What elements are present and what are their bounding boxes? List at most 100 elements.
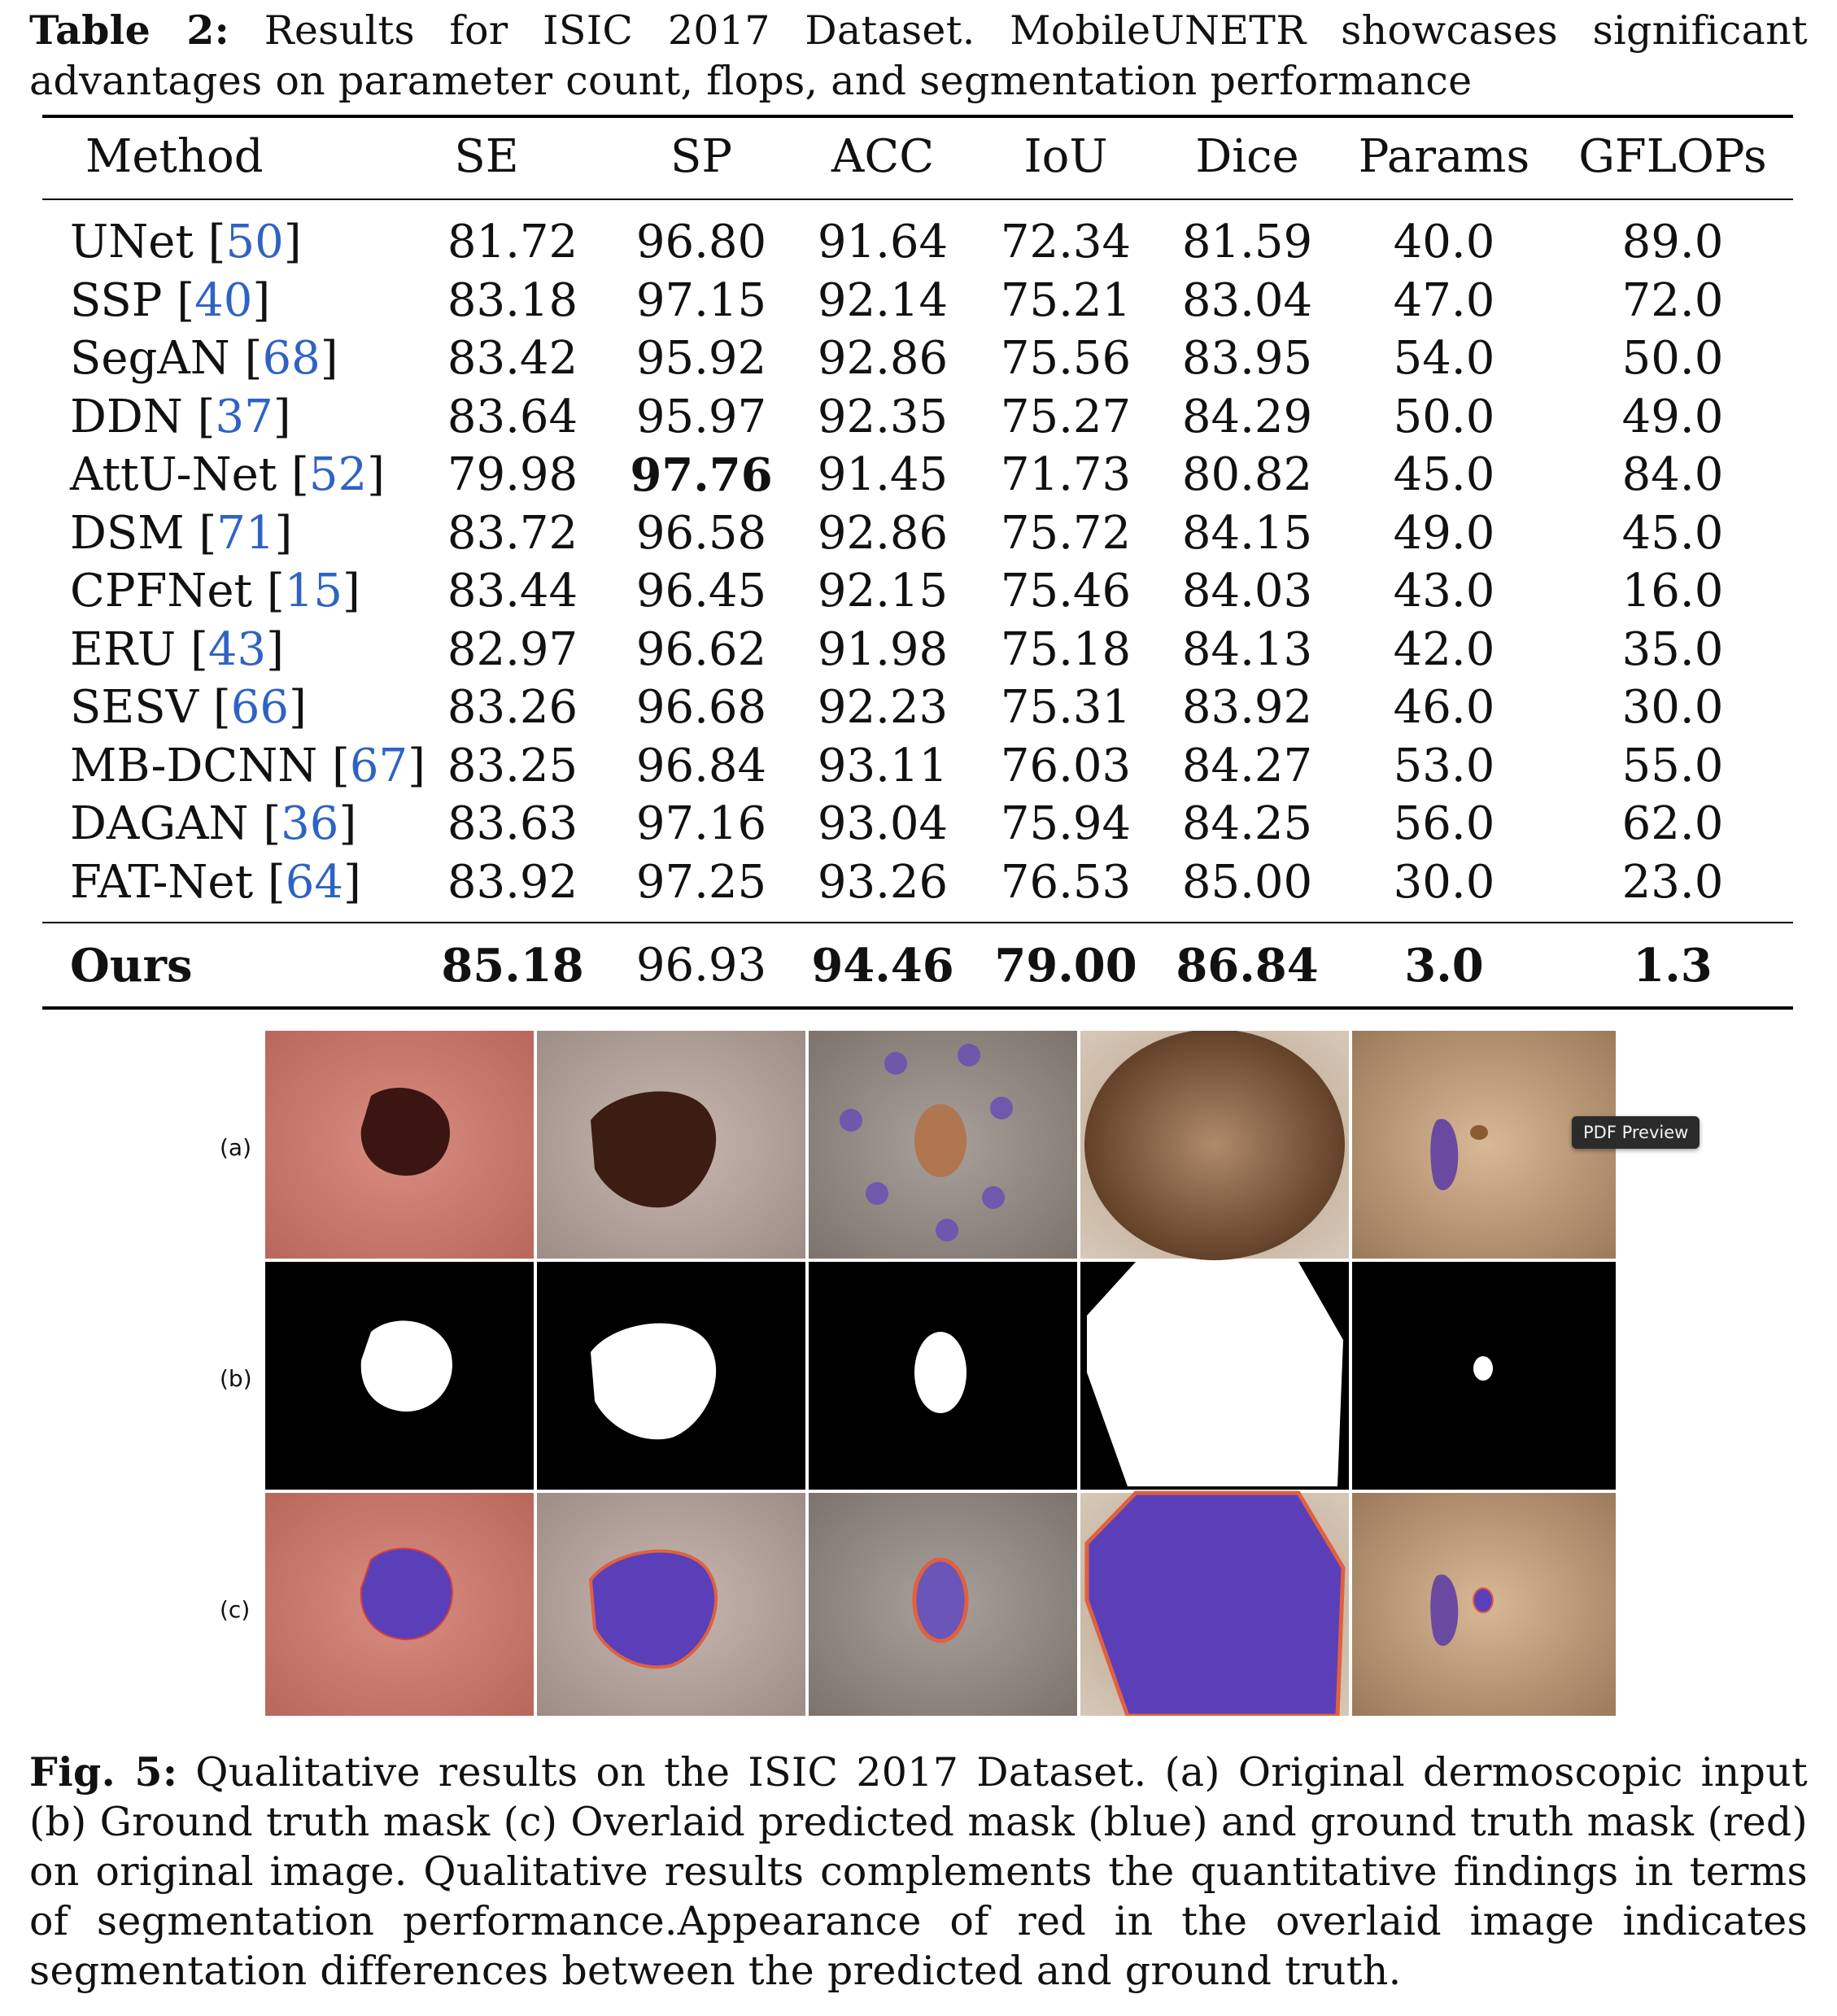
table-cell: 89.0 bbox=[1621, 216, 1724, 268]
table-cell: 91.45 bbox=[817, 448, 949, 501]
ours-cell: 94.46 bbox=[811, 939, 954, 993]
table-caption-text: Results for ISIC 2017 Dataset. MobileUNE… bbox=[29, 7, 1808, 104]
column-header-sp: SP bbox=[670, 130, 733, 183]
table-cell: 92.15 bbox=[817, 565, 949, 617]
table-cell: 83.25 bbox=[447, 739, 578, 792]
citation-link[interactable]: 68 bbox=[262, 332, 321, 385]
method-cell: MB-DCNN [67] bbox=[70, 739, 425, 792]
table-cell: 50.0 bbox=[1621, 332, 1724, 385]
figure-grid bbox=[265, 1029, 1621, 1718]
table-cell: 83.92 bbox=[1181, 681, 1313, 734]
pdf-preview-tooltip: PDF Preview bbox=[1572, 1116, 1700, 1149]
citation-link[interactable]: 66 bbox=[230, 681, 289, 734]
table-cell: 49.0 bbox=[1621, 390, 1724, 443]
table-cell: 83.64 bbox=[447, 390, 578, 443]
table-cell: 71.73 bbox=[1000, 448, 1132, 501]
table-cell: 93.26 bbox=[817, 855, 949, 909]
citation-link[interactable]: 37 bbox=[215, 390, 273, 443]
table-cell: 83.92 bbox=[447, 855, 578, 909]
column-header-se: SE bbox=[454, 130, 519, 183]
method-cell: UNet [50] bbox=[70, 216, 302, 268]
table-bottom-rule bbox=[42, 1006, 1793, 1010]
ours-cell: 79.00 bbox=[994, 939, 1137, 993]
table-cell: 92.86 bbox=[817, 506, 949, 560]
table-cell: 84.0 bbox=[1621, 448, 1724, 501]
table-cell: 45.0 bbox=[1393, 448, 1495, 501]
column-header-acc: ACC bbox=[831, 130, 935, 183]
table-cell: 97.76 bbox=[630, 448, 773, 502]
qualitative-figure bbox=[265, 1029, 1621, 1718]
table-cell: 75.27 bbox=[1000, 390, 1132, 443]
table-cell: 76.03 bbox=[1000, 739, 1132, 792]
ours-cell: 1.3 bbox=[1633, 939, 1713, 993]
table-top-rule bbox=[42, 115, 1793, 118]
table-cell: 96.62 bbox=[635, 622, 767, 676]
table-cell: 49.0 bbox=[1393, 506, 1495, 560]
figure-caption-text: Qualitative results on the ISIC 2017 Dat… bbox=[29, 1749, 1808, 1994]
table-cell: 92.23 bbox=[817, 681, 949, 734]
table-cell: 81.72 bbox=[447, 216, 578, 268]
table-cell: 75.46 bbox=[1000, 565, 1132, 617]
citation-link[interactable]: 50 bbox=[225, 216, 284, 268]
figure-caption: Fig. 5: Qualitative results on the ISIC … bbox=[29, 1748, 1808, 1996]
ours-cell: 3.0 bbox=[1404, 939, 1484, 993]
method-name: ERU bbox=[70, 622, 177, 676]
citation-link[interactable]: 67 bbox=[349, 739, 408, 792]
table-cell: 85.00 bbox=[1181, 855, 1313, 909]
row-label-b: (b) bbox=[220, 1365, 252, 1392]
method-name: SESV bbox=[70, 681, 199, 734]
citation-link[interactable]: 43 bbox=[207, 622, 267, 676]
ours-cell: 85.18 bbox=[441, 939, 584, 993]
method-name: AttU-Net bbox=[70, 448, 277, 501]
table-caption-label: Table 2: bbox=[29, 7, 230, 54]
row-a-originals bbox=[265, 1029, 1621, 1260]
citation-link[interactable]: 52 bbox=[308, 448, 368, 501]
column-header-gflops: GFLOPs bbox=[1578, 130, 1767, 183]
column-header-params: Params bbox=[1358, 130, 1530, 183]
citation-link[interactable]: 40 bbox=[194, 273, 253, 327]
method-cell: AttU-Net [52] bbox=[70, 448, 386, 501]
table-cell: 30.0 bbox=[1393, 855, 1495, 909]
column-header-iou: IoU bbox=[1023, 130, 1108, 183]
ours-method-cell: Ours bbox=[70, 939, 193, 993]
table-cell: 95.97 bbox=[635, 390, 767, 443]
table-cell: 30.0 bbox=[1621, 681, 1724, 734]
table-cell: 55.0 bbox=[1621, 739, 1724, 792]
method-cell: DDN [37] bbox=[70, 390, 291, 443]
citation-link[interactable]: 15 bbox=[284, 565, 343, 617]
table-cell: 75.21 bbox=[1000, 273, 1132, 327]
table-cell: 83.72 bbox=[447, 506, 578, 560]
table-cell: 84.29 bbox=[1181, 390, 1313, 443]
table-cell: 23.0 bbox=[1621, 855, 1724, 909]
row-b-masks bbox=[265, 1262, 1621, 1490]
table-cell: 96.80 bbox=[635, 216, 767, 268]
table-cell: 72.0 bbox=[1621, 273, 1724, 327]
table-cell: 83.18 bbox=[447, 273, 578, 327]
table-cell: 54.0 bbox=[1393, 332, 1495, 385]
table-cell: 83.44 bbox=[447, 565, 578, 617]
table-cell: 75.72 bbox=[1000, 506, 1132, 560]
method-cell: SSP [40] bbox=[70, 273, 271, 327]
table-cell: 84.25 bbox=[1181, 797, 1313, 850]
table-cell: 40.0 bbox=[1393, 216, 1495, 268]
row-c-overlays bbox=[265, 1490, 1621, 1718]
table-cell: 92.35 bbox=[817, 390, 949, 443]
citation-link[interactable]: 64 bbox=[285, 855, 343, 909]
method-cell: CPFNet [15] bbox=[70, 565, 360, 617]
table-cell: 35.0 bbox=[1621, 622, 1724, 676]
method-cell: DAGAN [36] bbox=[70, 797, 357, 850]
ours-cell: 86.84 bbox=[1176, 939, 1319, 993]
citation-link[interactable]: 71 bbox=[216, 506, 275, 560]
table-cell: 92.86 bbox=[817, 332, 949, 385]
table-cell: 97.15 bbox=[635, 273, 767, 327]
table-cell: 50.0 bbox=[1393, 390, 1495, 443]
table-cell: 96.68 bbox=[635, 681, 767, 734]
table-cell: 53.0 bbox=[1393, 739, 1495, 792]
table-ours-rule bbox=[42, 922, 1793, 923]
column-header-dice: Dice bbox=[1195, 130, 1299, 183]
method-cell: SegAN [68] bbox=[70, 332, 338, 385]
method-cell: ERU [43] bbox=[70, 622, 285, 676]
citation-link[interactable]: 36 bbox=[281, 797, 339, 850]
table-cell: 82.97 bbox=[447, 622, 578, 676]
table-cell: 83.26 bbox=[447, 681, 578, 734]
